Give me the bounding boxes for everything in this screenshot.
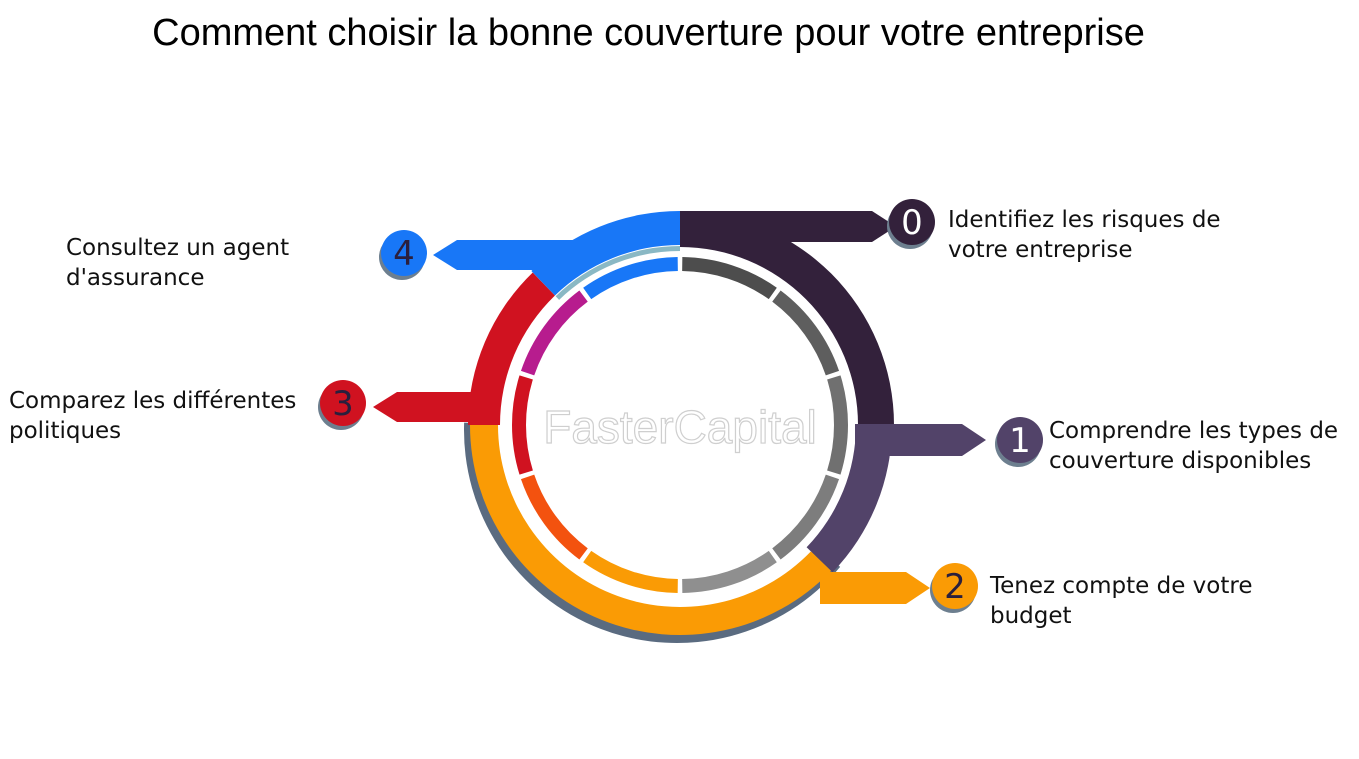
step-0-label: Identifiez les risques de votre entrepris… [948, 207, 1221, 263]
inner-ring-segment [583, 550, 678, 593]
inner-ring-segment [772, 290, 840, 376]
step-3-badge [320, 380, 366, 426]
outer-segment-4 [531, 211, 680, 296]
step-0-number: 0 [901, 203, 923, 243]
outer-segment-1 [806, 425, 892, 573]
step-1-arrow [855, 424, 986, 456]
step-0-badge [889, 199, 935, 245]
inner-ring-segment [772, 474, 840, 560]
inner-ring-segment [511, 375, 533, 475]
step-0-arrow [680, 211, 896, 242]
step-2-badge [932, 563, 978, 609]
step-4-badge [381, 230, 427, 276]
step-4-label: Consultez un agent d'assurance [66, 235, 290, 291]
page-title: Comment choisir la bonne couverture pour… [152, 12, 1145, 54]
step-3-number: 3 [332, 384, 354, 424]
inner-ring-segment [520, 290, 588, 376]
step-1-label: Comprendre les types de couverture dispon… [1049, 418, 1339, 474]
step-2-number: 2 [944, 567, 966, 607]
step-2-arrow [820, 572, 930, 604]
inner-ring-segment [520, 474, 588, 560]
inner-ring-segment [583, 257, 678, 300]
step-4-arrow [433, 240, 580, 270]
outer-segment-3 [468, 272, 555, 425]
blue-underline [555, 246, 680, 300]
step-3-arrow [373, 392, 500, 422]
inner-ring-segment [827, 375, 848, 475]
step-2-label: Tenez compte de votre budget [990, 573, 1253, 629]
step-1-badge [997, 417, 1043, 463]
step-4-number: 4 [393, 234, 415, 274]
inner-ring-segment [682, 550, 777, 593]
inner-ring-segment [682, 257, 777, 300]
step-3-label: Comparez les différentes politiques [9, 388, 297, 444]
watermark-logo: FasterCapital [543, 401, 817, 453]
step-1-number: 1 [1009, 421, 1031, 461]
outer-segment-0 [680, 211, 894, 425]
outer-segment-2 [470, 425, 832, 635]
